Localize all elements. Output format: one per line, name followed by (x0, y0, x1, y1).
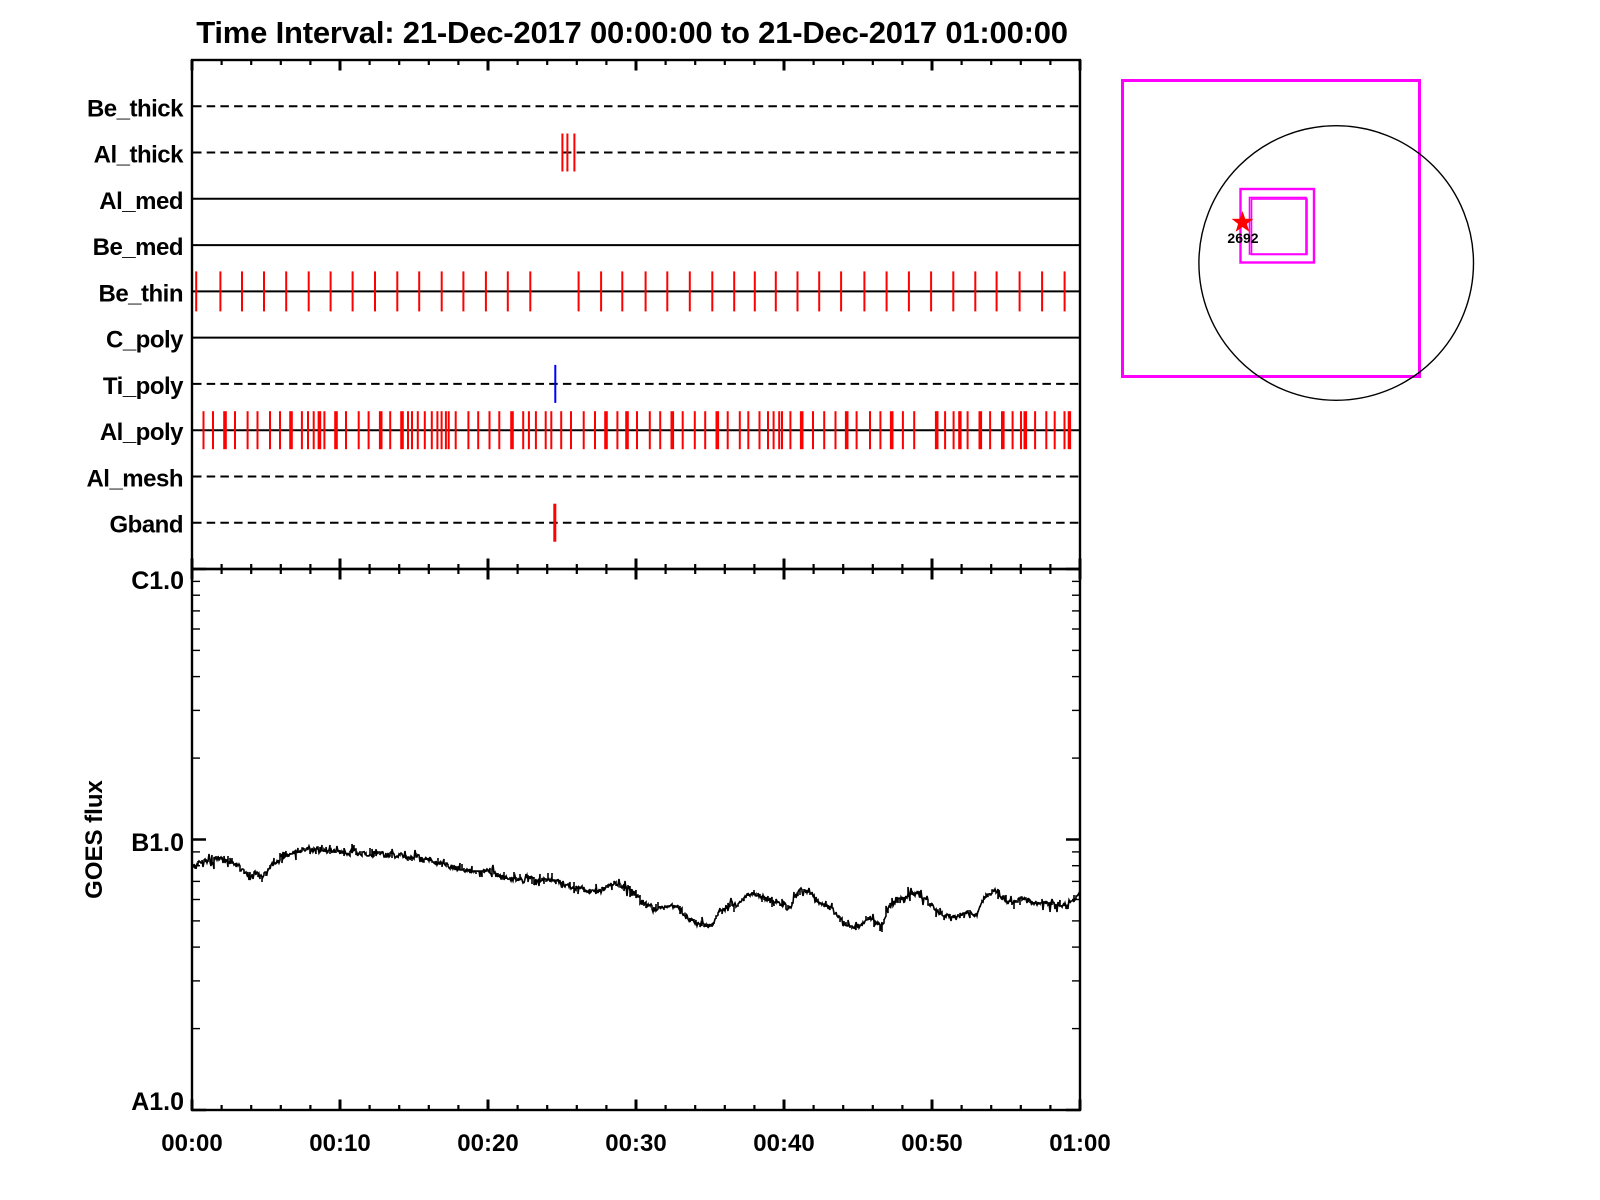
svg-text:C1.0: C1.0 (131, 567, 184, 595)
svg-text:Be_med: Be_med (93, 234, 183, 261)
svg-text:Ti_poly: Ti_poly (103, 373, 184, 400)
svg-text:Al_mesh: Al_mesh (86, 466, 183, 493)
svg-text:C_poly: C_poly (106, 327, 184, 354)
svg-text:2692: 2692 (1227, 230, 1258, 246)
svg-text:00:00: 00:00 (161, 1130, 222, 1157)
svg-text:GOES flux: GOES flux (81, 780, 108, 899)
svg-text:00:40: 00:40 (753, 1130, 814, 1157)
svg-text:01:00: 01:00 (1049, 1130, 1110, 1157)
svg-text:Time Interval: 21-Dec-2017 00:: Time Interval: 21-Dec-2017 00:00:00 to 2… (196, 15, 1068, 50)
svg-text:00:50: 00:50 (901, 1130, 962, 1157)
svg-text:00:10: 00:10 (309, 1130, 370, 1157)
svg-text:00:20: 00:20 (457, 1130, 518, 1157)
svg-text:Be_thin: Be_thin (98, 280, 183, 307)
svg-text:00:30: 00:30 (605, 1130, 666, 1157)
svg-text:Al_med: Al_med (99, 188, 183, 215)
svg-text:A1.0: A1.0 (131, 1088, 184, 1116)
svg-text:Al_poly: Al_poly (100, 419, 184, 446)
svg-text:Be_thick: Be_thick (87, 95, 184, 122)
svg-text:Gband: Gband (110, 512, 184, 539)
svg-text:B1.0: B1.0 (131, 829, 184, 857)
svg-text:Al_thick: Al_thick (94, 142, 185, 169)
